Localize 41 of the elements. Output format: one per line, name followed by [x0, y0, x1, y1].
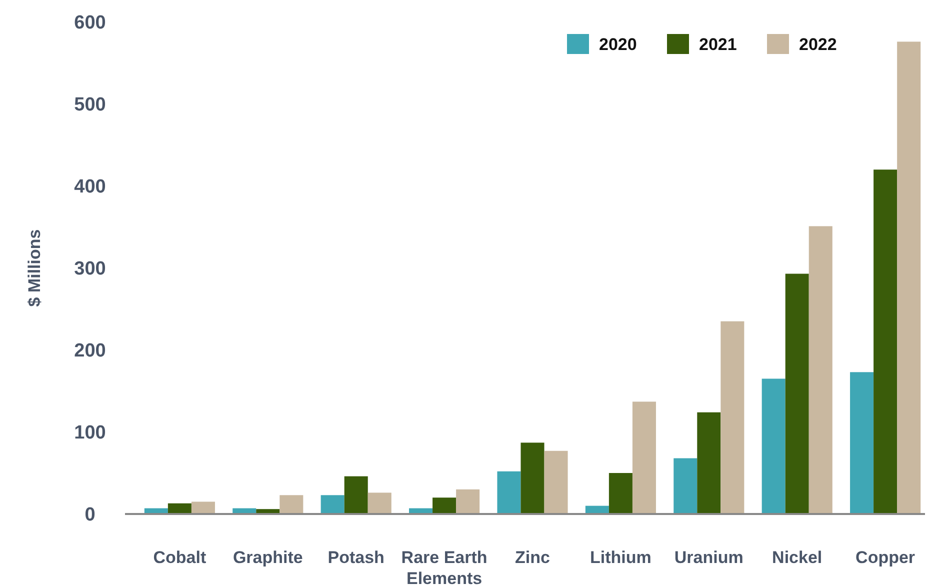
y-tick-label: 200 — [74, 340, 106, 362]
x-tick-label: Rare Earth Elements — [401, 548, 488, 588]
x-tick-label: Nickel — [772, 548, 822, 567]
bar — [497, 471, 521, 514]
legend-label: 2022 — [799, 34, 837, 54]
bar — [632, 402, 656, 514]
bar — [608, 473, 632, 514]
bar — [368, 492, 392, 514]
bar — [720, 321, 744, 514]
x-tick-label: Copper — [856, 548, 916, 567]
bar — [456, 489, 480, 514]
bar — [280, 495, 304, 514]
y-tick-label: 0 — [84, 504, 96, 526]
legend-label: 2020 — [599, 34, 637, 54]
y-tick-label: 400 — [74, 176, 106, 198]
x-tick-label: Lithium — [590, 548, 652, 567]
bar — [897, 42, 921, 514]
x-tick-label: Zinc — [515, 548, 550, 567]
x-tick-label: Graphite — [232, 548, 303, 567]
bar — [320, 495, 344, 514]
x-tick-label: Potash — [328, 548, 384, 567]
bar — [544, 450, 568, 514]
y-tick-label: 300 — [74, 258, 106, 280]
bar — [874, 170, 898, 514]
bar — [191, 502, 215, 514]
bar — [808, 226, 832, 514]
bar — [432, 498, 456, 514]
bar — [850, 372, 874, 514]
legend-label: 2021 — [699, 34, 737, 54]
bar — [520, 442, 544, 514]
y-tick-label: 100 — [74, 422, 106, 444]
y-tick-label: 500 — [74, 94, 106, 116]
bar — [785, 274, 809, 514]
y-axis-title: $ Millions — [25, 229, 44, 307]
y-tick-label: 600 — [74, 12, 106, 34]
bar — [674, 458, 698, 514]
x-tick-label: Uranium — [674, 548, 744, 567]
bar — [697, 412, 721, 514]
bar — [344, 476, 368, 514]
x-tick-label: Cobalt — [153, 548, 206, 567]
bar — [762, 378, 786, 514]
